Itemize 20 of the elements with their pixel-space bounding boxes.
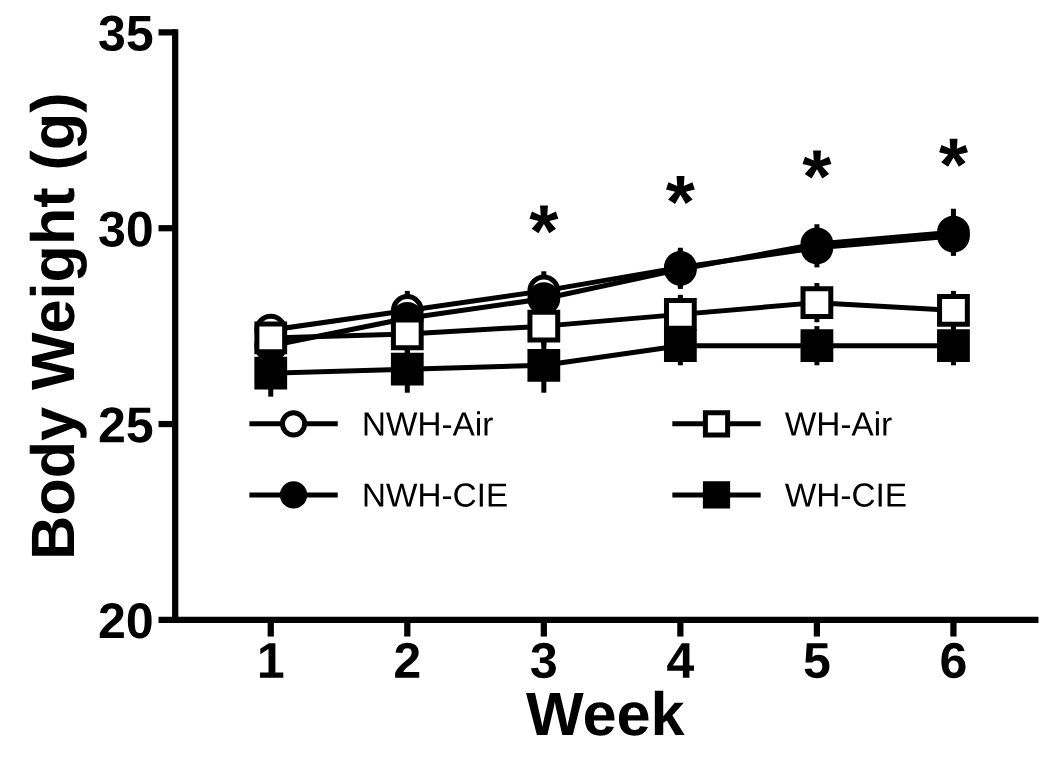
legend-label: WH-CIE bbox=[784, 483, 906, 507]
x-tick-label: 6 bbox=[941, 642, 966, 679]
x-tick-label: 1 bbox=[260, 643, 284, 678]
y-tick-label: 20 bbox=[99, 603, 152, 639]
annotation: * bbox=[802, 150, 832, 179]
y-tick-label: 25 bbox=[99, 407, 153, 443]
x-tick-label: 2 bbox=[395, 642, 420, 678]
annotation: * bbox=[529, 205, 559, 234]
annotation: * bbox=[939, 138, 968, 167]
legend-label: WH-Air bbox=[784, 411, 892, 436]
x-tick-label: 3 bbox=[531, 642, 556, 679]
y-tick-label: 30 bbox=[99, 211, 152, 247]
x-tick-label: 4 bbox=[667, 643, 694, 678]
x-tick-label: 5 bbox=[804, 643, 830, 679]
legend-label: NWH-CIE bbox=[364, 483, 507, 507]
x-axis-title: Week bbox=[526, 690, 685, 736]
y-axis-title: Body Weight (g) bbox=[29, 95, 87, 556]
y-tick-label: 35 bbox=[99, 15, 153, 52]
legend-label: NWH-Air bbox=[364, 411, 493, 436]
annotation: * bbox=[665, 176, 695, 204]
